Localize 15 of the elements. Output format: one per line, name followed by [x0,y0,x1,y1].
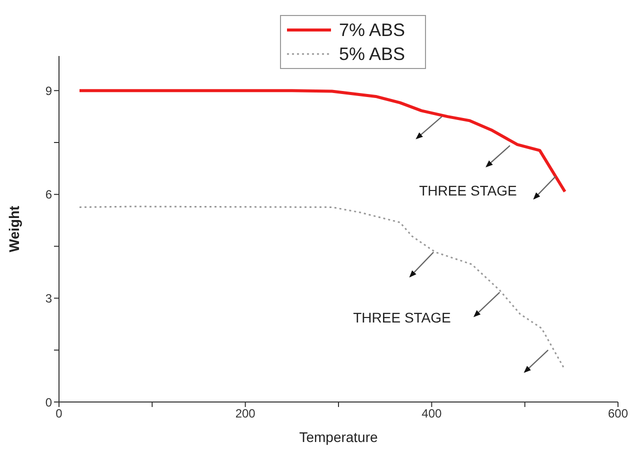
y-tick-label: 3 [45,291,52,306]
y-tick-label: 6 [45,188,52,202]
x-axis-title: Temperature [299,429,378,445]
legend-label: 5% ABS [339,43,406,66]
legend-label: 7% ABS [339,19,406,42]
x-tick-label: 200 [235,406,256,421]
x-tick-label: 0 [56,406,63,421]
x-tick-label: 400 [422,406,442,421]
y-tick-label: 0 [45,395,52,410]
annotation: THREE STAGE [419,182,517,199]
annotation: THREE STAGE [353,310,451,326]
y-axis-title: Weight [6,205,22,252]
x-tick-label: 600 [608,406,628,421]
y-tick-label: 9 [45,84,52,98]
line-series [78,206,565,369]
